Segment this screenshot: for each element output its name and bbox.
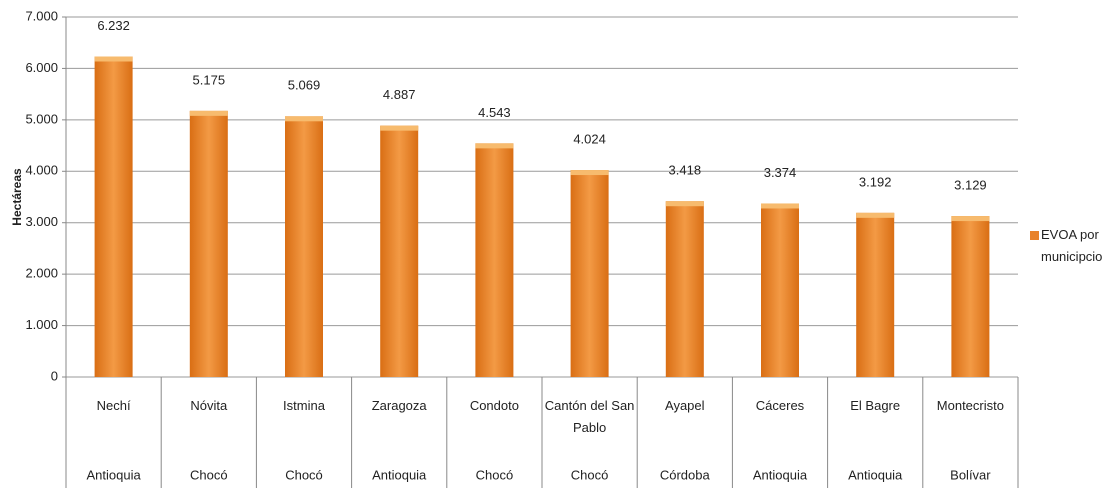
bar — [380, 125, 419, 377]
x-tick-label: Nóvita — [190, 398, 228, 413]
x-tick-label: Istmina — [283, 398, 325, 413]
bar-cap — [570, 170, 609, 176]
bar-cap — [856, 212, 895, 218]
x-tick-label-box: Cáceres — [755, 398, 805, 413]
y-tick-label: 6.000 — [25, 60, 58, 75]
bar-cap — [665, 201, 704, 207]
bar-cap — [380, 125, 419, 131]
bar-cap — [189, 110, 228, 116]
y-tick-label: 1.000 — [25, 317, 58, 332]
x-tick-label-box: Ayapel — [665, 398, 705, 413]
x-tick-label: Condoto — [469, 398, 519, 413]
bar-cap — [951, 216, 990, 222]
x-tick-label-box: Cantón del San Pablo — [544, 398, 635, 435]
x-group-label: Chocó — [285, 467, 323, 482]
x-tick-label-box: Montecristo — [936, 398, 1004, 413]
x-tick-label-box: Istmina — [283, 398, 325, 413]
data-label: 3.192 — [859, 174, 892, 189]
y-tick-label: 7.000 — [25, 8, 58, 23]
bar — [189, 110, 228, 377]
x-group-label: Córdoba — [660, 467, 711, 482]
y-tick-label: 0 — [51, 368, 58, 383]
bar — [475, 143, 514, 377]
y-tick-label: 3.000 — [25, 214, 58, 229]
x-tick-label-box: El Bagre — [850, 398, 901, 413]
x-group-label: Antioquia — [848, 467, 903, 482]
data-label: 3.418 — [669, 163, 702, 178]
x-tick-label-box: Nóvita — [190, 398, 228, 413]
data-label: 5.069 — [288, 78, 321, 93]
x-group-label: Chocó — [190, 467, 228, 482]
x-tick-label-box: Zaragoza — [371, 398, 427, 413]
bar — [951, 216, 990, 377]
x-tick-label: Zaragoza — [371, 398, 427, 413]
legend-label: EVOA por municipcio — [1041, 227, 1103, 264]
data-label: 3.374 — [764, 165, 797, 180]
data-label: 4.024 — [573, 131, 606, 146]
legend-swatch — [1030, 231, 1039, 240]
x-tick-label: Cáceres — [755, 398, 805, 413]
bar — [570, 170, 609, 377]
x-tick-label-box: Nechí — [96, 398, 131, 413]
bar-cap — [94, 56, 133, 62]
y-tick-label: 4.000 — [25, 163, 58, 178]
x-tick-label: Ayapel — [665, 398, 705, 413]
data-label: 4.887 — [383, 87, 416, 102]
x-group-label: Antioquia — [86, 467, 141, 482]
bar-cap — [475, 143, 514, 149]
bar — [761, 203, 799, 377]
x-tick-label: Nechí — [96, 398, 131, 413]
data-label: 6.232 — [97, 18, 130, 33]
data-label: 4.543 — [478, 105, 511, 120]
data-label: 5.175 — [193, 72, 226, 87]
bar-cap — [761, 203, 799, 209]
x-tick-label: Montecristo — [936, 398, 1004, 413]
x-tick-label: Cantón del San Pablo — [544, 398, 635, 435]
x-group-label: Chocó — [476, 467, 514, 482]
x-group-label: Bolívar — [950, 467, 991, 482]
bar-cap — [285, 116, 323, 122]
y-tick-label: 2.000 — [25, 266, 58, 281]
y-axis-label: Hectáreas — [10, 168, 24, 226]
legend-label-box: EVOA por municipcio — [1041, 227, 1103, 264]
x-group-label: Chocó — [571, 467, 609, 482]
data-label: 3.129 — [954, 178, 987, 193]
x-tick-label: El Bagre — [850, 398, 901, 413]
bar — [94, 56, 133, 378]
y-tick-label: 5.000 — [25, 111, 58, 126]
x-group-label: Antioquia — [372, 467, 427, 482]
bar — [285, 116, 323, 378]
x-tick-label-box: Condoto — [469, 398, 519, 413]
bar — [665, 201, 704, 377]
x-group-label: Antioquia — [753, 467, 808, 482]
bar — [856, 212, 895, 377]
